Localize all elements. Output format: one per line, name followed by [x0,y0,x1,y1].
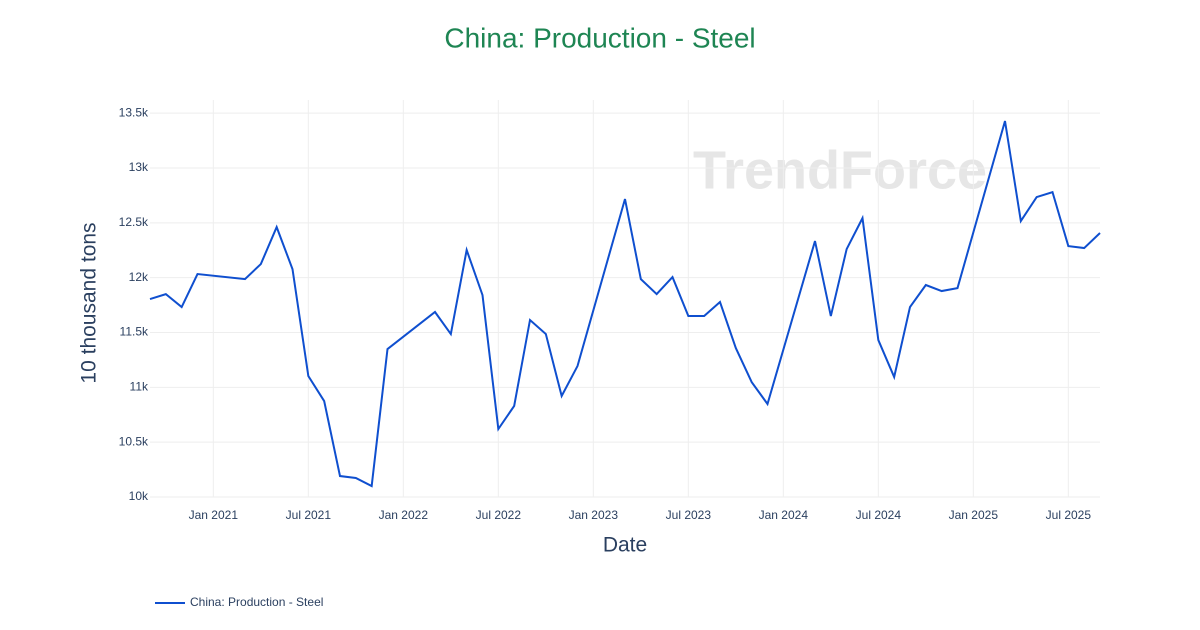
watermark: TrendForce [693,140,987,200]
chart-title: China: Production - Steel [444,22,755,53]
y-tick-label: 10k [129,489,149,503]
y-tick-label: 11.5k [120,325,149,339]
x-tick-label: Jan 2024 [759,508,809,522]
x-axis-title: Date [603,534,647,557]
x-tick-label: Jan 2022 [379,508,429,522]
x-tick-label: Jul 2021 [286,508,332,522]
y-tick-label: 13k [129,160,149,174]
x-tick-label: Jul 2024 [856,508,902,522]
legend-label: China: Production - Steel [190,595,323,609]
y-tick-label: 12.5k [119,215,149,229]
x-tick-label: Jan 2021 [189,508,239,522]
y-axis-title: 10 thousand tons [78,222,101,383]
x-tick-label: Jul 2023 [666,508,712,522]
line-series [149,120,1101,488]
x-tick-label: Jul 2025 [1046,508,1092,522]
x-tick-label: Jul 2022 [476,508,522,522]
x-tick-label: Jan 2025 [949,508,999,522]
y-tick-label: 13.5k [119,105,149,119]
y-tick-label: 10.5k [119,434,149,448]
x-tick-label: Jan 2023 [569,508,619,522]
y-tick-label: 12k [129,270,149,284]
y-tick-label: 11k [130,380,149,394]
